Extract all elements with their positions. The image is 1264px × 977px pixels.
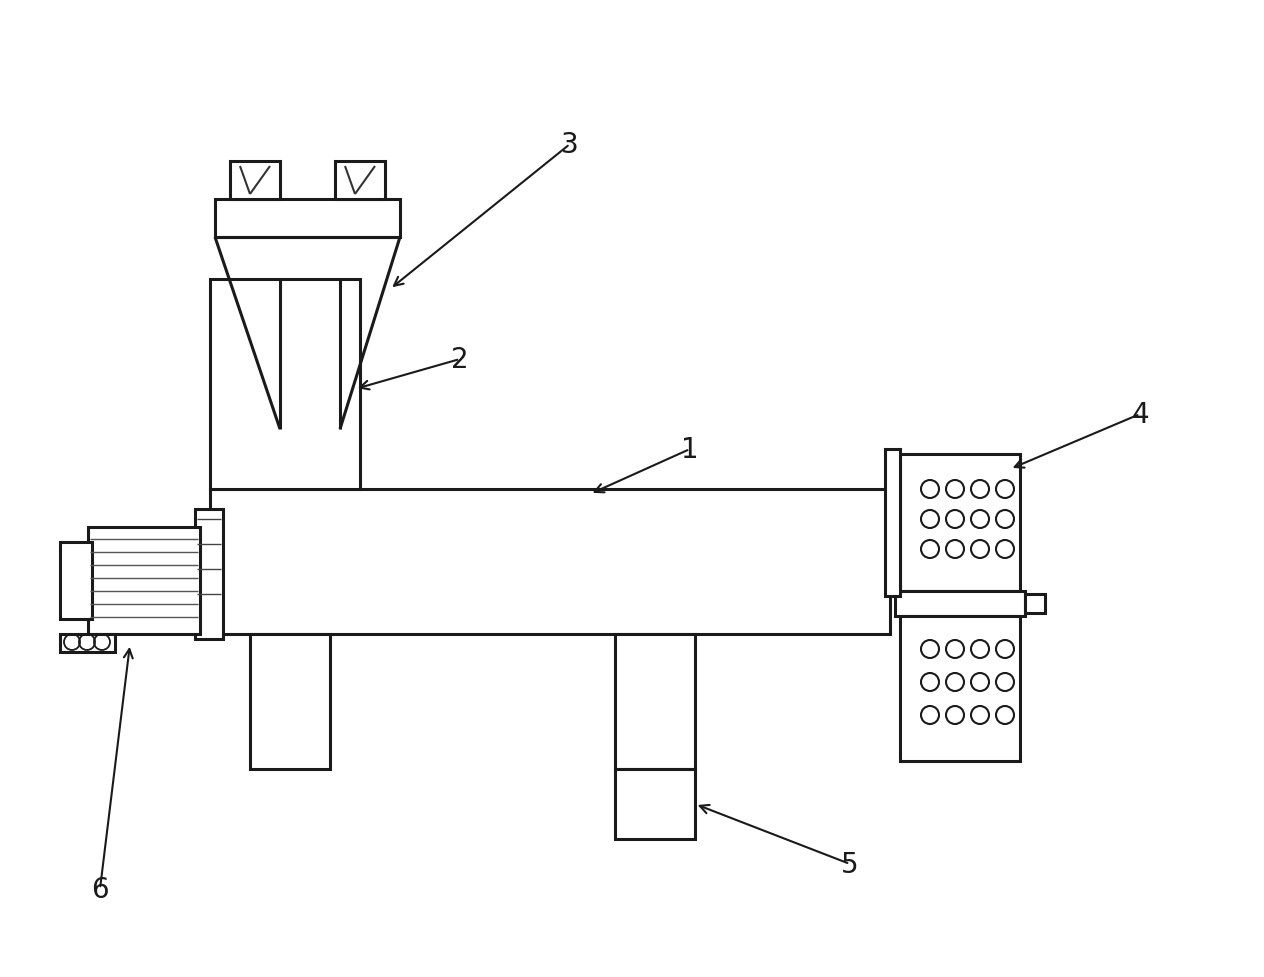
Bar (616, 769, 695, 839)
Text: 5: 5 (841, 850, 858, 878)
Bar (59, 634, 115, 653)
Text: 3: 3 (561, 131, 579, 159)
Bar (900, 454, 1020, 591)
Bar (210, 489, 890, 634)
Bar (895, 591, 1025, 616)
Bar (335, 162, 386, 199)
Bar (900, 616, 1020, 761)
Bar (230, 162, 281, 199)
Bar (215, 199, 399, 237)
Text: 2: 2 (451, 346, 469, 373)
Bar (885, 449, 900, 596)
Text: 6: 6 (91, 875, 109, 903)
Bar (59, 542, 92, 619)
Bar (616, 634, 695, 769)
Text: 4: 4 (1131, 401, 1149, 429)
Bar (1025, 594, 1045, 614)
Bar (210, 279, 360, 489)
Text: 1: 1 (681, 436, 699, 463)
Bar (195, 509, 222, 639)
Bar (88, 528, 200, 634)
Bar (250, 634, 330, 769)
